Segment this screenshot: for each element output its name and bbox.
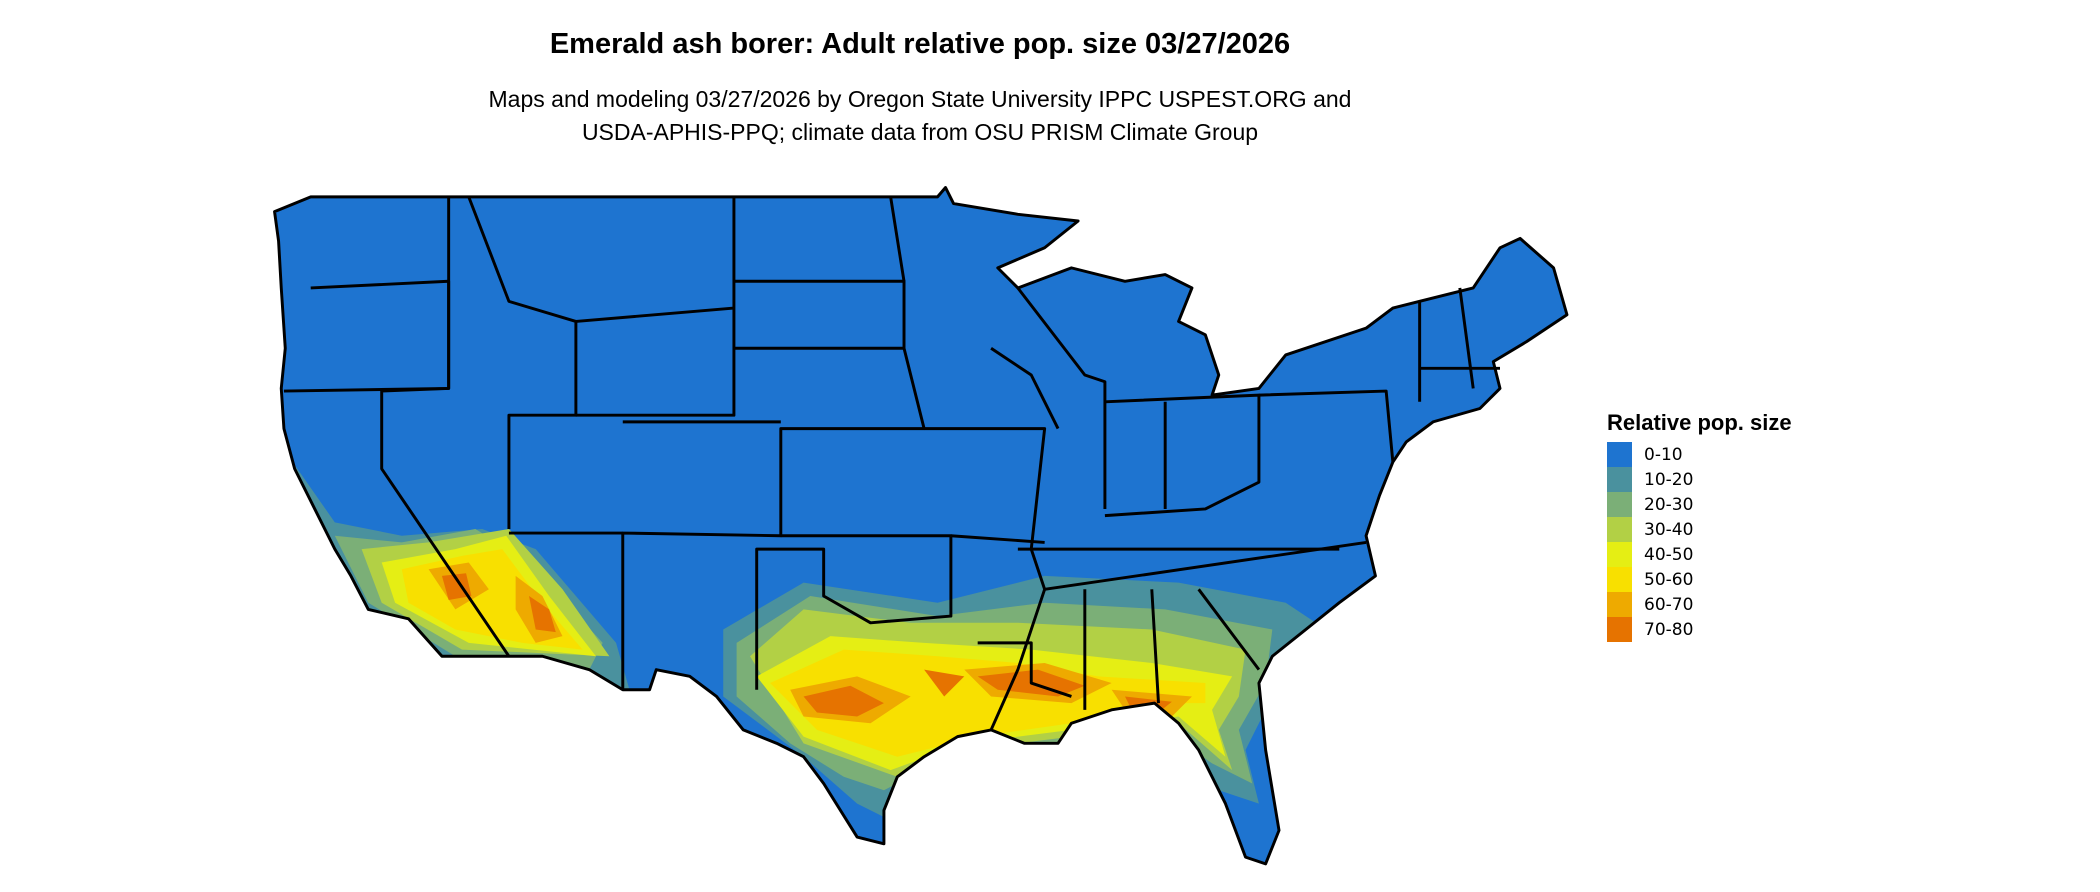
legend-swatch <box>1607 517 1632 542</box>
legend-swatch <box>1607 592 1632 617</box>
legend: Relative pop. size 0-10 10-20 20-30 30-40 40… <box>1607 410 1792 642</box>
legend-item: 60-70 <box>1607 592 1792 617</box>
legend-swatch <box>1607 492 1632 517</box>
legend-label: 40-50 <box>1644 544 1694 565</box>
legend-item: 0-10 <box>1607 442 1792 467</box>
legend-item: 70-80 <box>1607 617 1792 642</box>
legend-label: 60-70 <box>1644 594 1694 615</box>
legend-label: 30-40 <box>1644 519 1694 540</box>
legend-item: 50-60 <box>1607 567 1792 592</box>
legend-swatch <box>1607 617 1632 642</box>
legend-item: 40-50 <box>1607 542 1792 567</box>
map-title: Emerald ash borer: Adult relative pop. s… <box>549 28 1291 60</box>
legend-swatch <box>1607 467 1632 492</box>
legend-title: Relative pop. size <box>1607 410 1792 435</box>
legend-label: 70-80 <box>1644 619 1694 640</box>
legend-item: 10-20 <box>1607 467 1792 492</box>
class-50-60-area <box>401 549 1206 757</box>
legend-label: 0-10 <box>1644 444 1683 465</box>
class-0-10-area <box>274 187 1567 864</box>
legend-swatch <box>1607 542 1632 567</box>
legend-swatch <box>1607 567 1632 592</box>
map-subtitle-line-1: Maps and modeling 03/27/2026 by Oregon S… <box>488 86 1352 112</box>
legend-label: 10-20 <box>1644 469 1694 490</box>
legend-label: 50-60 <box>1644 569 1694 590</box>
state-boundaries <box>273 186 1569 866</box>
map-subtitle-line-2: USDA-APHIS-PPQ; climate data from OSU PR… <box>581 119 1259 145</box>
legend-item: 30-40 <box>1607 517 1792 542</box>
legend-label: 20-30 <box>1644 494 1694 515</box>
legend-swatch <box>1607 442 1632 467</box>
legend-items: 0-10 10-20 20-30 30-40 40-50 50-60 60-70 70-80 <box>1607 442 1792 642</box>
legend-item: 20-30 <box>1607 492 1792 517</box>
